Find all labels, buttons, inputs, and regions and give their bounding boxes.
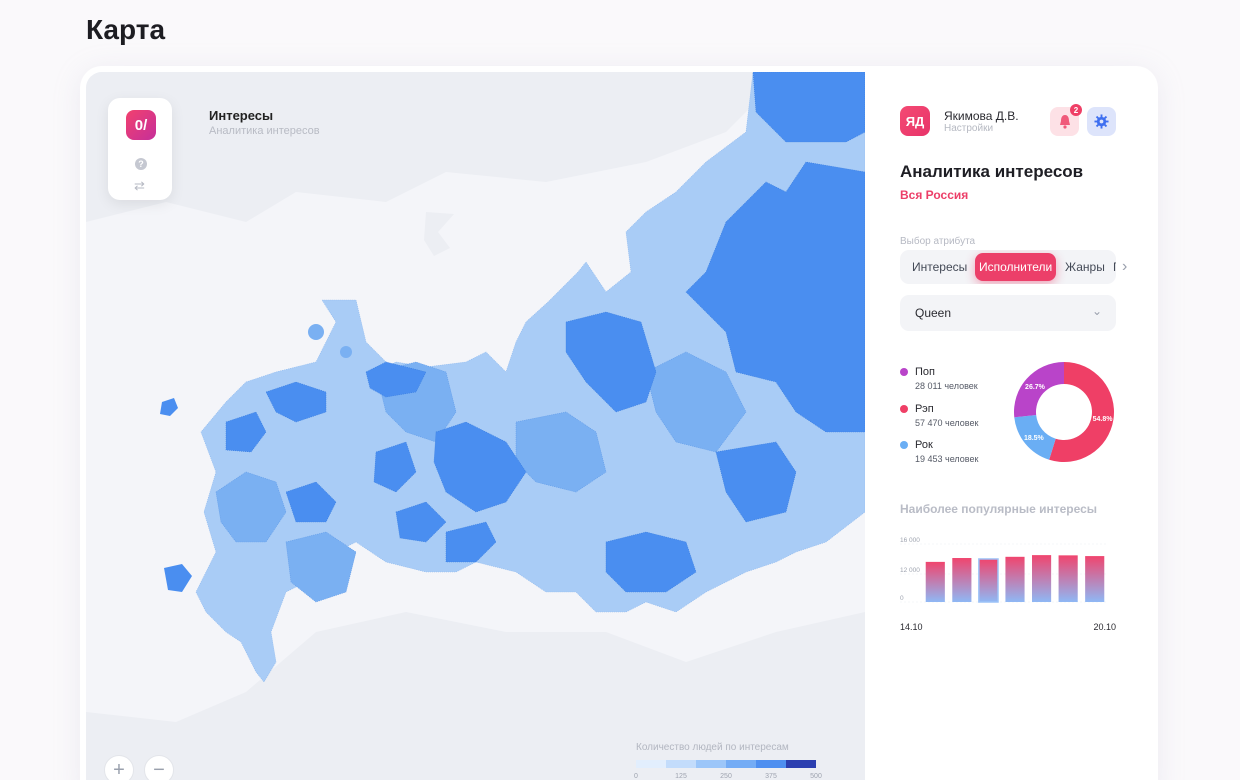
legend-swatch <box>636 760 666 768</box>
bar-4[interactable] <box>1032 555 1052 602</box>
legend-title: Количество людей по интересам <box>636 742 789 753</box>
map-background-land <box>86 72 865 780</box>
attribute-label: Выбор атрибута <box>900 236 976 247</box>
zoom-out-button[interactable]: − <box>144 755 174 780</box>
donut-label: 18.5% <box>1024 435 1045 442</box>
chevron-right-icon[interactable]: › <box>1122 258 1128 275</box>
map-region-base[interactable] <box>195 72 865 683</box>
map-toolbar: 0/ ? ⇄ <box>108 98 172 200</box>
genre-name: Рок <box>915 439 933 451</box>
map-card: 0/ ? ⇄ Интересы Аналитика интересов + − … <box>80 66 1158 780</box>
bell-icon <box>1059 115 1070 129</box>
russia-map[interactable] <box>86 72 865 780</box>
legend-swatch <box>726 760 756 768</box>
map-region-kaliningrad[interactable] <box>160 398 178 416</box>
bar-2[interactable] <box>978 558 999 603</box>
help-icon[interactable]: ? <box>135 158 147 170</box>
donut-label: 26.7% <box>1025 384 1046 391</box>
swap-arrows-icon[interactable]: ⇄ <box>134 178 145 193</box>
notification-count-badge: 2 <box>1070 104 1082 116</box>
page-title: Карта <box>86 14 166 45</box>
map-subtitle: Аналитика интересов <box>209 125 320 137</box>
legend-color-scale <box>636 760 816 768</box>
genre-count: 57 470 человек <box>915 418 979 428</box>
avatar[interactable]: ЯД <box>900 106 930 136</box>
x-label-end: 20.10 <box>1093 622 1116 632</box>
bar-6[interactable] <box>1085 556 1105 602</box>
legend-swatch <box>666 760 696 768</box>
map-area[interactable]: 0/ ? ⇄ Интересы Аналитика интересов + − … <box>86 72 865 780</box>
genre-dot <box>900 441 908 449</box>
map-title: Интересы <box>209 108 274 123</box>
legend-swatch <box>756 760 786 768</box>
genre-dot <box>900 405 908 413</box>
genre-count: 28 011 человек <box>915 381 978 391</box>
region-selector[interactable]: Вся Россия <box>900 188 969 202</box>
artist-select-value: Queen <box>915 306 952 320</box>
genre-name: Поп <box>915 366 935 378</box>
donut-slice-1[interactable] <box>1049 362 1114 462</box>
bar-0[interactable] <box>925 561 945 602</box>
chevron-down-icon: ⌄ <box>1091 304 1102 318</box>
donut-hole <box>1037 385 1091 439</box>
bar-1[interactable] <box>952 558 972 602</box>
y-tick-label: 12 000 <box>900 567 920 574</box>
legend-swatch <box>786 760 816 768</box>
legend-tick: 500 <box>810 773 822 780</box>
user-name[interactable]: Якимова Д.В. <box>944 109 1019 123</box>
artist-select[interactable]: Queen ⌄ <box>900 295 1116 331</box>
attribute-tabs: Интересы Исполнители Жанры Г <box>900 250 1116 284</box>
tab-genres[interactable]: Жанры <box>1065 260 1105 274</box>
settings-button[interactable] <box>1087 107 1116 136</box>
panel-title: Аналитика интересов <box>900 162 1084 181</box>
donut-label: 54.8% <box>1093 416 1114 423</box>
app-logo[interactable]: 0/ <box>126 110 156 140</box>
zoom-in-button[interactable]: + <box>104 755 134 780</box>
genre-name: Рэп <box>915 403 934 415</box>
x-label-start: 14.10 <box>900 622 923 632</box>
y-tick-label: 0 <box>900 595 904 602</box>
bar-3[interactable] <box>1005 556 1025 602</box>
legend-tick: 125 <box>675 773 687 780</box>
map-regions-light-dots <box>308 324 352 358</box>
gear-icon <box>1094 114 1109 129</box>
genre-donut-chart[interactable]: 54.8% 18.5% 26.7% <box>1008 356 1120 468</box>
bar-5[interactable] <box>1058 555 1078 602</box>
map-legend: Количество людей по интересам 0 125 250 375… <box>634 742 822 780</box>
genre-dot <box>900 368 908 376</box>
analytics-panel: ЯД Якимова Д.В. Настройки 2 Аналитика <box>900 66 1140 780</box>
donut-slice-2[interactable] <box>1014 414 1056 460</box>
genre-count: 19 453 человек <box>915 454 979 464</box>
popular-interests-bar-chart[interactable]: 16 000 12 000 0 14.10 20.10 <box>900 536 1120 632</box>
map-regions-strong[interactable] <box>225 72 865 593</box>
map-region-crimea[interactable] <box>164 564 192 592</box>
popular-interests-title: Наиболее популярные интересы <box>900 502 1098 516</box>
map-header: Интересы Аналитика интересов <box>209 108 320 137</box>
tab-interests[interactable]: Интересы <box>912 260 968 274</box>
legend-tick: 250 <box>720 773 732 780</box>
tab-artists[interactable]: Исполнители <box>975 253 1057 281</box>
y-tick-label: 16 000 <box>900 537 920 544</box>
tab-more[interactable]: Г <box>1113 250 1116 284</box>
legend-tick: 0 <box>634 773 638 780</box>
legend-swatch <box>696 760 726 768</box>
legend-ticks: 0 125 250 375 500 <box>634 773 822 780</box>
settings-link[interactable]: Настройки <box>944 123 994 134</box>
legend-tick: 375 <box>765 773 777 780</box>
donut-slice-0[interactable] <box>1014 362 1064 418</box>
